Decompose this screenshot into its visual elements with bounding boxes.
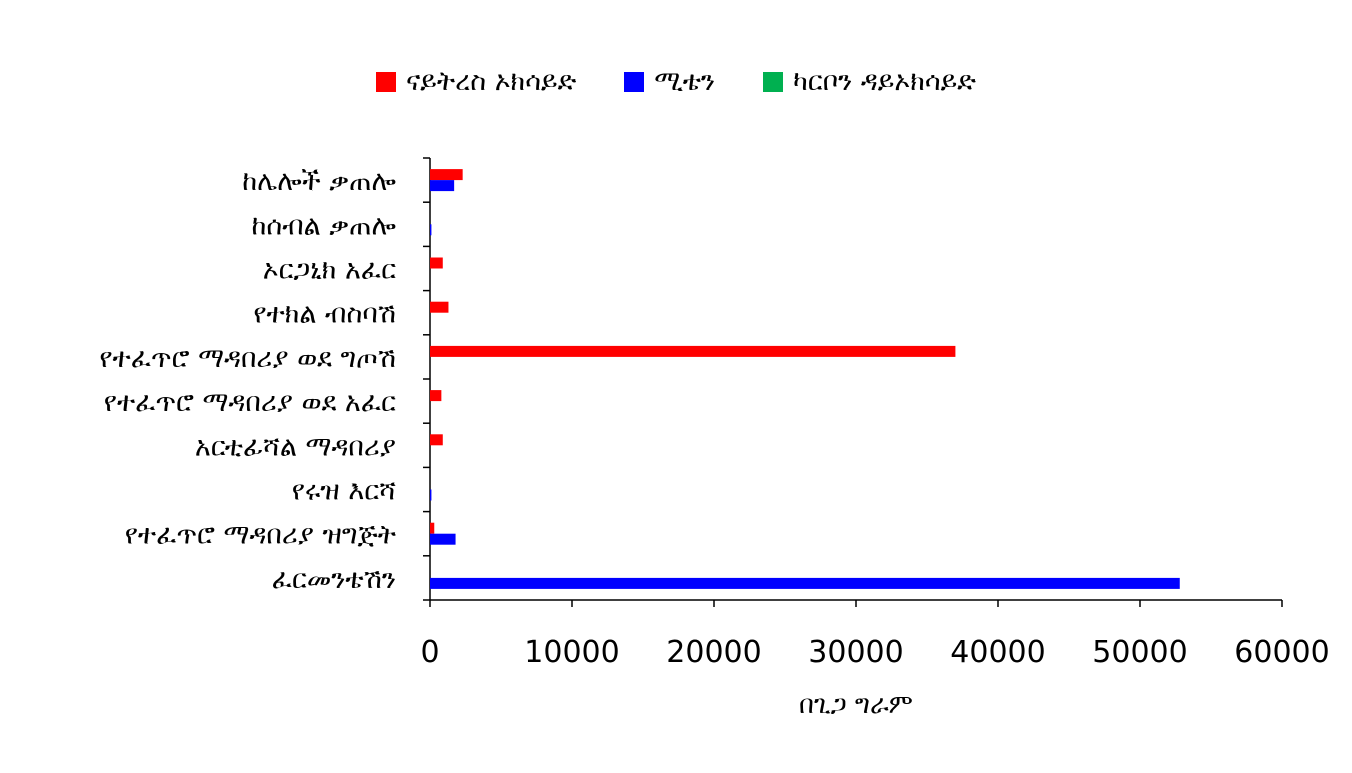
y-tick-label: የተፈጥሮ ማዳበሪያ ወደ አፈር: [104, 387, 396, 418]
x-tick-label: 30000: [808, 635, 903, 670]
x-tick-label: 20000: [666, 635, 761, 670]
bar: [430, 489, 432, 501]
y-tick-label: የተፈጥሮ ማዳበሪያ ዝግጅት: [125, 520, 396, 551]
bar: [430, 577, 1180, 589]
bar: [430, 345, 956, 357]
y-tick-label: ፈርመንቴሽን: [272, 564, 396, 595]
y-tick-label: ከሌሎች ቃጠሎ: [242, 166, 396, 197]
x-tick-label: 40000: [950, 635, 1045, 670]
bar: [430, 533, 456, 545]
x-tick-label: 0: [420, 635, 439, 670]
bar: [430, 390, 442, 402]
legend-item-nitrous-oxide: ናይትረስ ኦክሳይድ: [376, 66, 576, 98]
x-tick-label: 50000: [1092, 635, 1187, 670]
bar: [430, 180, 455, 192]
legend: ናይትረስ ኦክሳይድ ሚቴን ካርቦን ዳይኦክሳይድ: [0, 62, 1352, 102]
legend-swatch-green: [763, 72, 784, 92]
legend-label: ናይትረስ ኦክሳይድ: [406, 66, 577, 97]
bar: [430, 257, 443, 269]
legend-label: ካርቦን ዳይኦክሳይድ: [793, 66, 976, 97]
y-tick-label: የሩዝ እርሻ: [292, 476, 396, 507]
legend-item-methane: ሚቴን: [624, 66, 715, 98]
bar: [430, 522, 435, 534]
legend-swatch-red: [376, 72, 396, 92]
y-tick-label: ኦርጋኒክ አፈር: [263, 255, 396, 286]
legend-swatch-blue: [624, 72, 645, 92]
x-tick-label: 10000: [524, 635, 619, 670]
bar: [430, 434, 443, 446]
y-tick-label: አርቲፊሻል ማዳበሪያ: [195, 431, 396, 462]
legend-label: ሚቴን: [654, 66, 716, 97]
y-tick-label: ከሰብል ቃጠሎ: [251, 210, 396, 241]
bar: [430, 224, 432, 236]
y-tick-label: የተክል ብስባሽ: [253, 299, 396, 330]
legend-item-carbon-dioxide: ካርቦን ዳይኦክሳይድ: [763, 66, 976, 98]
y-tick-label: የተፈጥሮ ማዳበሪያ ወደ ግጦሽ: [99, 343, 396, 374]
x-axis-title: በጊጋ ግራም: [799, 690, 913, 720]
bar: [430, 301, 449, 313]
bar: [430, 169, 463, 181]
x-tick-label: 60000: [1234, 635, 1329, 670]
